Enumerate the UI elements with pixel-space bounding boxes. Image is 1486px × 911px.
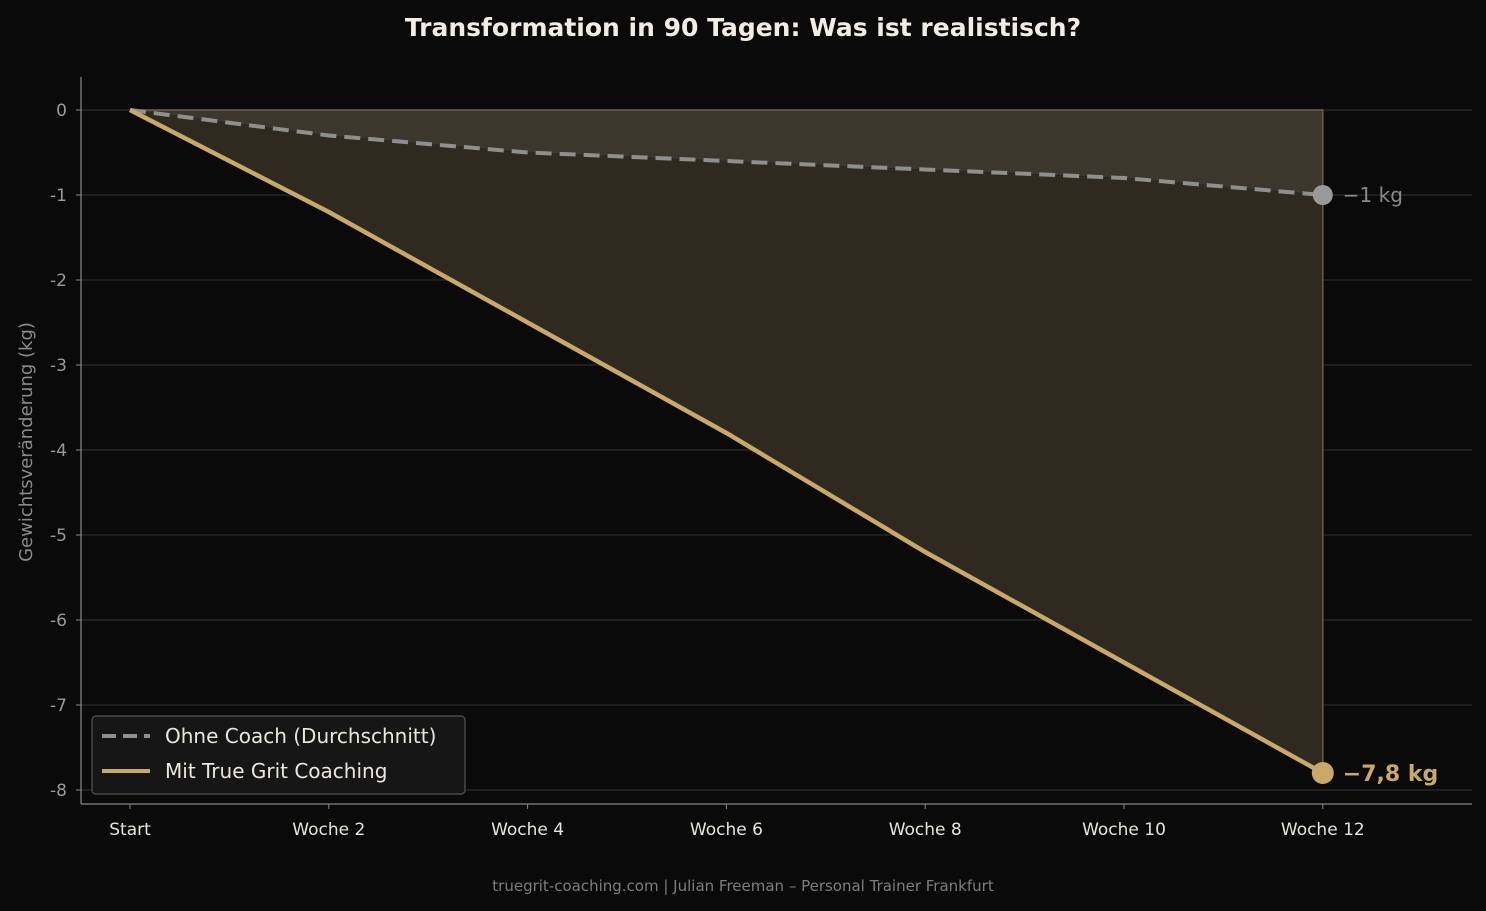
end-marker-ohne-coach bbox=[1312, 185, 1333, 205]
fill-outline bbox=[130, 109, 1324, 773]
y-tick-label: -1 bbox=[50, 186, 67, 206]
line-ohne-coach bbox=[129, 108, 1323, 197]
legend: Ohne Coach (Durchschnitt) Mit True Grit … bbox=[91, 715, 466, 795]
x-tick-label: Woche 4 bbox=[491, 820, 564, 840]
y-tick-label: -8 bbox=[50, 781, 67, 801]
x-tick-label: Woche 6 bbox=[690, 820, 763, 840]
end-marker-true-grit bbox=[1311, 762, 1334, 784]
legend-label-ohne-coach: Ohne Coach (Durchschnitt) bbox=[165, 724, 436, 748]
x-tick-label: Woche 8 bbox=[889, 820, 962, 840]
y-tick-label: -2 bbox=[50, 271, 67, 291]
x-tick-label: Woche 2 bbox=[292, 820, 365, 840]
end-label-true-grit: −7,8 kg bbox=[1343, 762, 1438, 787]
end-label-ohne-coach: −1 kg bbox=[1343, 183, 1403, 207]
legend-label-true-grit: Mit True Grit Coaching bbox=[165, 759, 387, 783]
line-true-grit bbox=[128, 107, 1324, 775]
y-tick-label: -6 bbox=[50, 611, 67, 631]
y-tick-label: 0 bbox=[56, 101, 67, 121]
legend-box bbox=[91, 715, 466, 795]
y-axis-label: Gewichtsveränderung (kg) bbox=[16, 322, 37, 562]
x-tick-label: Woche 10 bbox=[1082, 820, 1166, 840]
footer-credit: truegrit-coaching.com | Julian Freeman –… bbox=[492, 877, 994, 895]
x-tick-label: Start bbox=[109, 820, 151, 840]
y-tick-label: -7 bbox=[50, 696, 67, 716]
y-tick-label: -4 bbox=[50, 441, 67, 461]
x-tick-label: Woche 12 bbox=[1281, 820, 1365, 840]
chart-title: Transformation in 90 Tagen: Was ist real… bbox=[405, 13, 1081, 42]
y-tick-label: -5 bbox=[50, 526, 67, 546]
y-tick-label: -3 bbox=[50, 356, 67, 376]
